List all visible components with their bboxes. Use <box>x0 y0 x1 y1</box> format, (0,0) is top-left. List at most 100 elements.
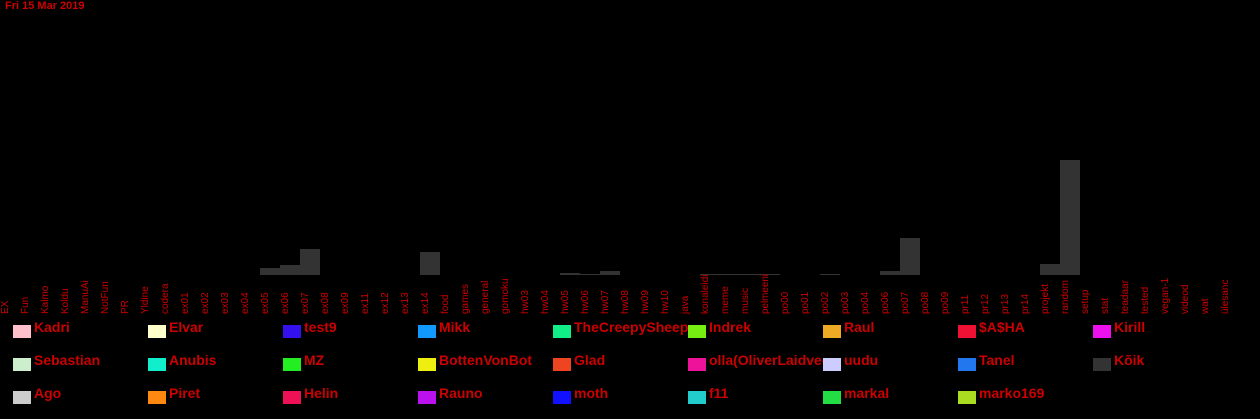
legend-swatch <box>13 391 31 404</box>
x-tick-label: Yldine <box>140 286 151 314</box>
x-tick-label: ex13 <box>400 292 411 314</box>
legend-label: Mikk <box>439 319 471 335</box>
x-tick-label: po04 <box>860 291 871 314</box>
legend-swatch <box>283 358 301 371</box>
x-tick-label: codera <box>160 283 171 314</box>
bar-ex05 <box>260 268 280 275</box>
legend-label: marko169 <box>979 385 1045 401</box>
x-tick-label: pr12 <box>980 294 991 314</box>
bar-ex06 <box>280 265 300 275</box>
bar-po07 <box>900 238 920 275</box>
legend-label: olla(OliverLaidvee) <box>709 352 823 368</box>
legend-label: BottenVonBot <box>439 352 533 368</box>
x-tick-label: Koldu <box>60 288 71 314</box>
legend-item: Tanel <box>958 349 1093 371</box>
bar-ex07 <box>300 249 320 275</box>
x-tick-label: java <box>680 295 691 315</box>
x-tick-label: Fun <box>20 297 31 314</box>
x-tick-label: general <box>480 281 491 314</box>
legend-item: BottenVonBot <box>418 349 553 371</box>
legend-swatch <box>13 325 31 338</box>
legend-swatch <box>553 325 571 338</box>
legend-label: Helin <box>304 385 339 401</box>
legend-item: Sebastian <box>13 349 148 371</box>
legend-item: Kadri <box>13 316 148 338</box>
x-tick-label: ex09 <box>340 292 351 314</box>
legend-swatch <box>1093 358 1111 371</box>
legend: Kadri Elvar test9 Mikk TheCreepySheep Indrek R… <box>0 316 1260 419</box>
legend-item: Mikk <box>418 316 553 338</box>
legend-item: Raul <box>823 316 958 338</box>
x-tick-label: konaleidi <box>700 275 711 314</box>
x-tick-label: pr11 <box>960 294 971 314</box>
bar-meme <box>720 274 740 275</box>
legend-label: markal <box>844 385 890 401</box>
x-tick-label: po01 <box>800 291 811 314</box>
legend-label: Sebastian <box>34 352 101 368</box>
x-tick-label: pr14 <box>1020 294 1031 314</box>
x-tick-label: po02 <box>820 291 831 314</box>
x-tick-label: games <box>460 284 471 314</box>
legend-label: uudu <box>844 352 879 368</box>
legend-item: uudu <box>823 349 958 371</box>
x-tick-label: random <box>1060 280 1071 314</box>
x-tick-label: ex06 <box>280 292 291 314</box>
x-tick-label: ex01 <box>180 292 191 314</box>
legend-swatch <box>688 325 706 338</box>
x-tick-label: teadaar <box>1120 279 1131 314</box>
legend-item: Indrek <box>688 316 823 338</box>
legend-label: Rauno <box>439 385 483 401</box>
x-tick-label: ex14 <box>420 292 431 314</box>
x-tick-label: gomoku <box>500 278 511 314</box>
legend-label: $A$HA <box>979 319 1025 335</box>
x-tick-label: food <box>440 295 451 314</box>
x-tick-label: ex08 <box>320 292 331 314</box>
x-tick-label: ex03 <box>220 292 231 314</box>
legend-item: $A$HA <box>958 316 1093 338</box>
bar-pelmeeni <box>760 274 780 275</box>
bar-hw06 <box>580 274 600 275</box>
x-tick-label: projekt <box>1040 284 1051 314</box>
legend-swatch <box>148 391 166 404</box>
bar-po02 <box>820 274 840 275</box>
legend-swatch <box>823 358 841 371</box>
x-tick-label: hw09 <box>640 290 651 314</box>
x-tick-label: music <box>740 288 751 314</box>
legend-swatch <box>688 391 706 404</box>
x-tick-label: ex12 <box>380 292 391 314</box>
legend-label: Kõik <box>1114 352 1145 368</box>
x-tick-label: stat <box>1100 298 1111 314</box>
legend-label: Kirill <box>1114 319 1146 335</box>
x-tick-label: wat <box>1200 298 1211 315</box>
x-tick-label: hw08 <box>620 290 631 314</box>
bar-hw07 <box>600 271 620 275</box>
legend-item: MZ <box>283 349 418 371</box>
x-tick-label: PR <box>120 300 131 314</box>
legend-label: TheCreepySheep <box>574 319 688 335</box>
legend-item: Piret <box>148 382 283 404</box>
legend-swatch <box>823 325 841 338</box>
legend-swatch <box>823 391 841 404</box>
x-tick-label: meme <box>720 286 731 314</box>
legend-label: f11 <box>709 385 729 401</box>
legend-swatch <box>688 358 706 371</box>
legend-swatch <box>553 391 571 404</box>
legend-label: MZ <box>304 352 325 368</box>
legend-item: Ago <box>13 382 148 404</box>
bar-music <box>740 274 760 275</box>
legend-item: olla(OliverLaidvee) <box>688 349 823 371</box>
date-label: Fri 15 Mar 2019 <box>5 0 85 12</box>
legend-swatch <box>148 325 166 338</box>
legend-label: Piret <box>169 385 201 401</box>
x-tick-label: po03 <box>840 291 851 314</box>
legend-item: Rauno <box>418 382 553 404</box>
x-tick-label: po06 <box>880 291 891 314</box>
bar-projekt <box>1040 264 1060 275</box>
x-tick-label: po08 <box>920 291 931 314</box>
legend-item: Anubis <box>148 349 283 371</box>
x-tick-label: vegan-1 <box>1160 277 1171 314</box>
legend-label: Elvar <box>169 319 204 335</box>
x-tick-label: pelmeeni <box>760 274 771 314</box>
legend-item: Kõik <box>1093 349 1228 371</box>
